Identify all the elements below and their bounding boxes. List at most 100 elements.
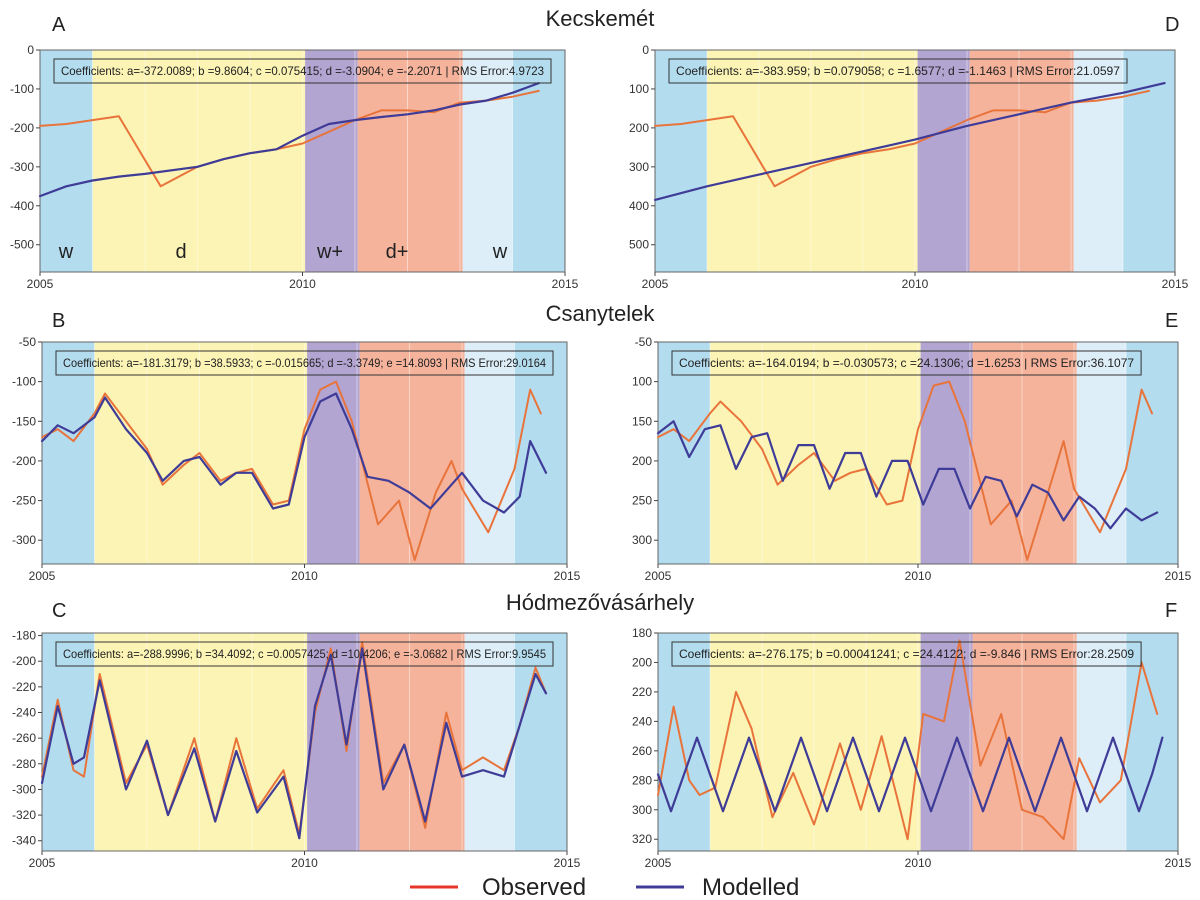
x-tick-label-c-2015: 2015 [554, 856, 581, 870]
coefficients-text-d: Coefficients: a=-383.959; b =0.079058; c… [676, 64, 1120, 78]
period-band-d-3 [969, 50, 1074, 272]
y-tick-label-d-400: 400 [629, 199, 649, 213]
y-tick-label-b-150: -150 [12, 414, 36, 428]
y-tick-label-f-200: 200 [632, 655, 652, 669]
y-tick-label-c-300: -300 [12, 782, 36, 796]
x-tick-label-e-2015: 2015 [1165, 569, 1192, 583]
x-tick-label-a-2010: 2010 [289, 277, 316, 291]
x-tick-label-d-2015: 2015 [1162, 277, 1189, 291]
period-band-a-4 [462, 50, 513, 272]
coefficients-box-f [671, 641, 1142, 667]
period-band-d-2 [917, 50, 970, 272]
period-band-c-4 [464, 633, 515, 851]
coefficients-text-f: Coefficients: a=-276.175; b =0.00041241;… [679, 647, 1134, 661]
period-band-b-0 [42, 342, 95, 564]
y-tick-label-c-180: -180 [12, 629, 36, 643]
panel-b: 2005 2010 2015 -50 -100 -150 -200 -250 -300 Coeff… [12, 335, 581, 583]
y-tick-label-b-300: -300 [12, 533, 36, 547]
period-label-d: d [175, 241, 186, 263]
panel-letter-a: A [52, 14, 66, 36]
y-tick-label-b-50: -50 [19, 335, 37, 349]
y-tick-label-e-300: 300 [632, 533, 652, 547]
series-observed-e [657, 380, 1153, 561]
x-tick-label-b-2010: 2010 [291, 569, 318, 583]
coefficients-text-a: Coefficients: a=-372.0089; b =9.8604; c … [61, 64, 544, 78]
y-tick-label-f-220: 220 [632, 685, 652, 699]
period-label-w-plus: w+ [316, 241, 343, 263]
legend: Observed Modelled [410, 874, 799, 900]
y-tick-label-d-100: 100 [629, 82, 649, 96]
panel-letter-c: C [52, 600, 66, 622]
y-tick-label-c-320: -320 [12, 808, 36, 822]
period-band-e-2 [920, 342, 973, 564]
y-tick-label-f-320: 320 [632, 832, 652, 846]
x-tick-label-d-2005: 2005 [642, 277, 669, 291]
y-tick-label-c-340: -340 [12, 834, 36, 848]
period-label-w-2: w [492, 241, 508, 263]
y-tick-label-b-250: -250 [12, 494, 36, 508]
y-tick-label-c-260: -260 [12, 731, 36, 745]
series-modelled-e [656, 420, 1159, 530]
x-tick-label-f-2015: 2015 [1165, 856, 1192, 870]
period-band-e-1 [710, 342, 921, 564]
series-modelled-f [656, 736, 1164, 813]
period-band-b-2 [307, 342, 360, 564]
y-tick-label-e-100: 100 [632, 375, 652, 389]
y-tick-label-d-300: 300 [629, 160, 649, 174]
period-band-a-5 [512, 50, 565, 272]
x-tick-label-e-2005: 2005 [645, 569, 672, 583]
x-tick-label-a-2015: 2015 [552, 277, 579, 291]
period-label-d-plus: d+ [386, 241, 409, 263]
coefficients-box-a [53, 58, 552, 84]
y-tick-label-c-240: -240 [12, 706, 36, 720]
period-band-b-1 [94, 342, 308, 564]
panel-letter-b: B [52, 310, 65, 332]
x-tick-label-b-2015: 2015 [554, 569, 581, 583]
coefficients-box-e [671, 350, 1142, 376]
y-tick-label-f-300: 300 [632, 803, 652, 817]
period-band-e-5 [1126, 342, 1178, 564]
period-band-d-0 [655, 50, 707, 272]
station-title-kecskemet: Kecskemét [546, 6, 655, 31]
coefficients-box-c [55, 641, 554, 667]
legend-modelled-label: Modelled [702, 874, 799, 900]
y-tick-label-b-100: -100 [12, 375, 36, 389]
x-tick-label-f-2010: 2010 [905, 856, 932, 870]
period-band-c-1 [94, 633, 308, 851]
panel-letter-d: D [1165, 14, 1179, 36]
y-tick-label-a-200: -200 [10, 121, 34, 135]
y-tick-label-f-280: 280 [632, 773, 652, 787]
period-band-d-1 [707, 50, 918, 272]
station-title-hodmezovasarhely: Hódmezővásárhely [506, 590, 694, 615]
panel-d: 2005 2010 2015 0 100 200 300 400 500 Coefficients… [629, 43, 1189, 291]
coefficients-box-d [668, 58, 1128, 84]
y-tick-label-f-240: 240 [632, 714, 652, 728]
y-tick-label-d-500: 500 [629, 238, 649, 252]
period-band-b-3 [359, 342, 465, 564]
period-band-d-4 [1073, 50, 1123, 272]
y-tick-label-f-260: 260 [632, 744, 652, 758]
period-band-f-1 [710, 633, 921, 851]
y-tick-label-e-250: 250 [632, 494, 652, 508]
station-title-csanytelek: Csanytelek [546, 301, 656, 326]
series-observed-f [657, 639, 1159, 841]
panel-c: 2005 2010 2015 -180 -200 -220 -240 -260 -280 -300… [12, 629, 581, 870]
y-tick-label-a-400: -400 [10, 199, 34, 213]
legend-observed-label: Observed [482, 874, 586, 900]
period-band-a-1 [92, 50, 306, 272]
x-tick-label-c-2010: 2010 [291, 856, 318, 870]
period-band-f-5 [1126, 633, 1178, 851]
period-band-a-0 [40, 50, 93, 272]
period-band-b-5 [514, 342, 567, 564]
y-tick-label-b-200: -200 [12, 454, 36, 468]
y-tick-label-e-150: 150 [632, 414, 652, 428]
y-tick-label-a-0: 0 [27, 43, 34, 57]
x-tick-label-c-2005: 2005 [29, 856, 56, 870]
x-tick-label-a-2005: 2005 [27, 277, 54, 291]
y-tick-label-d-200: 200 [629, 121, 649, 135]
period-label-w-1: w [58, 241, 74, 263]
x-tick-label-d-2010: 2010 [902, 277, 929, 291]
x-tick-label-f-2005: 2005 [645, 856, 672, 870]
period-band-d-5 [1123, 50, 1175, 272]
